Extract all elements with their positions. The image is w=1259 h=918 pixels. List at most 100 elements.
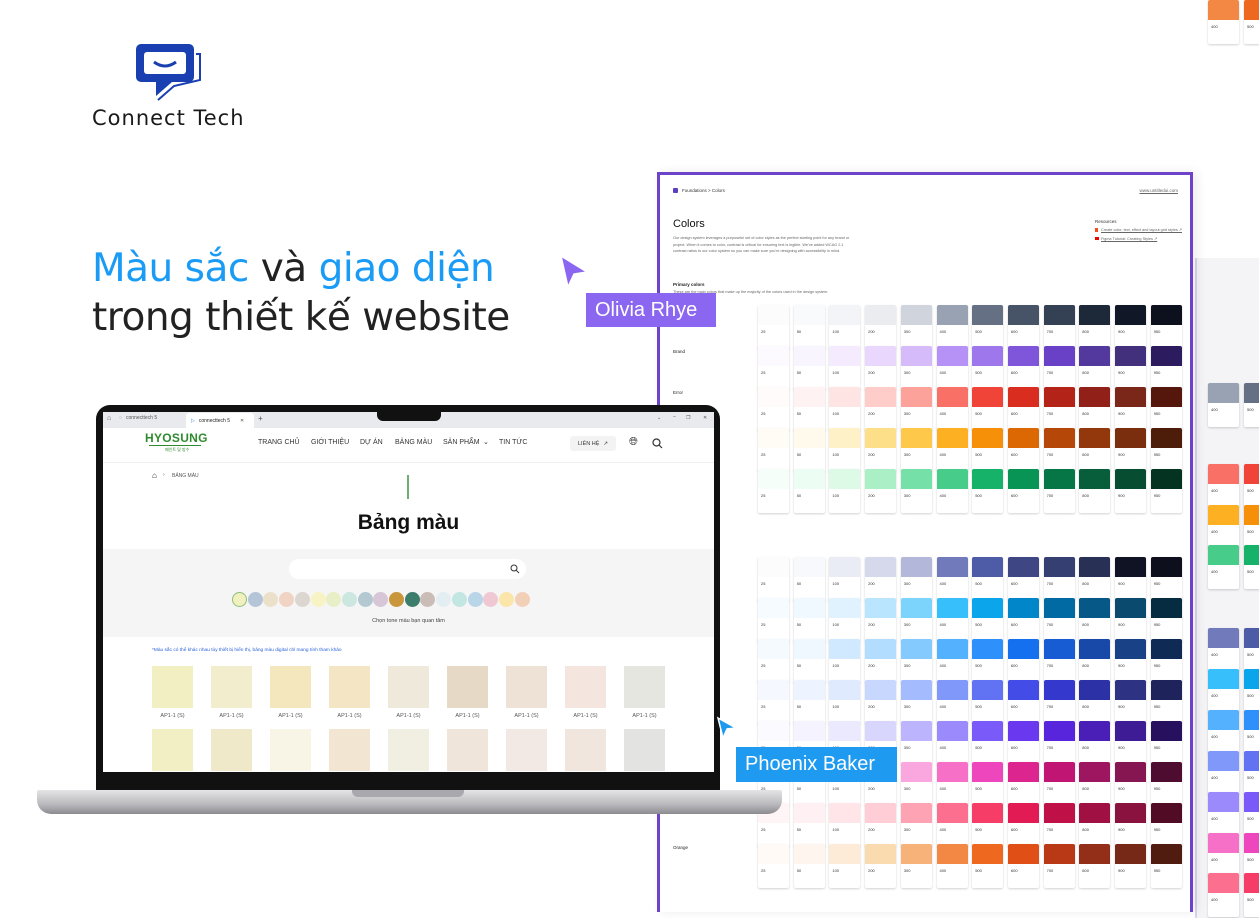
color-swatch: 100 xyxy=(829,680,861,724)
swatch-step: 200 xyxy=(868,622,875,627)
hyosung-logo[interactable]: HYOSUNG xyxy=(145,431,208,445)
color-card[interactable] xyxy=(624,666,665,708)
color-card[interactable] xyxy=(388,666,429,708)
minimize-icon[interactable]: – xyxy=(673,414,676,420)
resources-title: Resources xyxy=(1095,219,1117,224)
cursor-arrow-icon xyxy=(559,254,589,290)
home-icon[interactable]: ⌂ xyxy=(152,471,157,480)
swatch-color xyxy=(1007,598,1039,618)
nav-san-pham[interactable]: SẢN PHẨM xyxy=(443,439,480,446)
tone-option[interactable] xyxy=(514,592,530,607)
swatch-color xyxy=(1150,639,1182,659)
color-card[interactable] xyxy=(447,666,488,708)
nav-trang-chu[interactable]: TRANG CHỦ xyxy=(258,439,300,446)
color-card[interactable] xyxy=(329,666,370,708)
tone-option[interactable] xyxy=(294,592,310,607)
color-card[interactable] xyxy=(329,729,370,771)
color-card[interactable] xyxy=(270,666,311,708)
search-icon[interactable] xyxy=(510,564,520,574)
swatch-step: 800 xyxy=(1082,868,1089,873)
color-swatch: 100 xyxy=(829,598,861,642)
color-card[interactable] xyxy=(270,729,311,771)
tone-option[interactable] xyxy=(498,592,514,607)
nav-tin-tuc[interactable]: TIN TỨC xyxy=(499,439,528,446)
color-card[interactable] xyxy=(211,666,252,708)
swatch-color xyxy=(972,387,1004,407)
color-card[interactable] xyxy=(447,729,488,771)
swatch-color xyxy=(900,346,932,366)
color-card[interactable] xyxy=(152,666,193,708)
color-card[interactable] xyxy=(506,666,547,708)
tone-option[interactable] xyxy=(279,592,295,607)
color-swatch: 600 xyxy=(1007,762,1039,806)
tone-option[interactable] xyxy=(451,592,467,607)
home-icon[interactable]: ⌂ xyxy=(107,415,112,422)
contact-button[interactable]: LIÊN HỆ ↗ xyxy=(570,436,616,451)
tone-option[interactable] xyxy=(420,592,436,607)
tone-option[interactable] xyxy=(247,592,263,607)
swatch-step: 200 xyxy=(868,411,875,416)
nav-gioi-thieu[interactable]: GIỚI THIỆU xyxy=(311,439,350,446)
color-card[interactable] xyxy=(152,729,193,771)
color-search-input[interactable] xyxy=(289,559,526,579)
color-swatch: 400 xyxy=(1208,792,1239,836)
color-swatch: 300 xyxy=(900,305,932,349)
color-swatch: 500 xyxy=(1244,464,1259,508)
restore-icon[interactable]: ❐ xyxy=(686,415,691,421)
browser-tab[interactable]: ◌ connecttech 5 xyxy=(119,415,157,421)
swatch-color xyxy=(936,346,968,366)
tone-option[interactable] xyxy=(310,592,326,607)
resource-link[interactable]: Figma Tutorial: Creating Styles ↗ xyxy=(1101,237,1158,241)
swatch-step: 25 xyxy=(761,827,766,832)
swatch-step: 25 xyxy=(761,581,766,586)
color-swatch: 400 xyxy=(1208,833,1239,877)
nav-bang-mau[interactable]: BẢNG MÀU xyxy=(395,439,433,446)
color-card[interactable] xyxy=(565,666,606,708)
resource-link[interactable]: Create color, text, effect and layout gr… xyxy=(1101,228,1182,232)
tone-option[interactable] xyxy=(326,592,342,607)
swatch-color xyxy=(936,680,968,700)
close-tab-icon[interactable]: ✕ xyxy=(240,417,245,424)
tone-option[interactable] xyxy=(357,592,373,607)
color-swatch: 400 xyxy=(936,469,968,513)
swatch-color xyxy=(865,844,897,864)
color-swatch: 700 xyxy=(1043,803,1075,847)
color-swatch: 500 xyxy=(1244,873,1259,917)
swatch-step: 800 xyxy=(1082,622,1089,627)
nav-du-an[interactable]: DỰ ÁN xyxy=(360,439,383,446)
tone-option[interactable] xyxy=(373,592,389,607)
tone-option[interactable] xyxy=(232,592,247,607)
tone-option[interactable] xyxy=(341,592,357,607)
color-card[interactable] xyxy=(565,729,606,771)
tone-option[interactable] xyxy=(483,592,499,607)
swatch-color xyxy=(758,387,789,407)
chevron-down-icon[interactable]: ⌄ xyxy=(483,439,489,446)
swatch-step: 500 xyxy=(975,581,982,586)
swatch-color xyxy=(972,346,1004,366)
color-swatch: 400 xyxy=(936,598,968,642)
search-icon[interactable] xyxy=(652,438,663,449)
tone-option[interactable] xyxy=(467,592,483,607)
chevron-down-icon[interactable]: ⌄ xyxy=(657,415,662,421)
doc-url[interactable]: www.untitledui.com xyxy=(1139,188,1178,193)
tone-option[interactable] xyxy=(436,592,452,607)
color-swatch: 200 xyxy=(865,803,897,847)
close-window-icon[interactable]: ✕ xyxy=(703,415,708,421)
swatch-color xyxy=(829,557,861,577)
swatch-step: 200 xyxy=(868,663,875,668)
color-card[interactable] xyxy=(506,729,547,771)
color-swatch: 800 xyxy=(1079,387,1111,431)
new-tab-button[interactable]: + xyxy=(258,414,263,423)
globe-icon[interactable]: 🌐︎ xyxy=(629,436,638,448)
swatch-step: 400 xyxy=(1211,734,1218,739)
swatch-color xyxy=(972,305,1004,325)
color-card[interactable] xyxy=(388,729,429,771)
tone-option[interactable] xyxy=(389,592,404,607)
color-card[interactable] xyxy=(211,729,252,771)
breadcrumb-current[interactable]: BẢNG MÀU xyxy=(172,473,199,479)
browser-tab-active[interactable]: ▷ connecttech 5 ✕ xyxy=(186,413,254,428)
tone-option[interactable] xyxy=(404,592,420,607)
tone-option[interactable] xyxy=(263,592,279,607)
doc-breadcrumb[interactable]: Foundations > Colors xyxy=(682,188,725,193)
color-card[interactable] xyxy=(624,729,665,771)
